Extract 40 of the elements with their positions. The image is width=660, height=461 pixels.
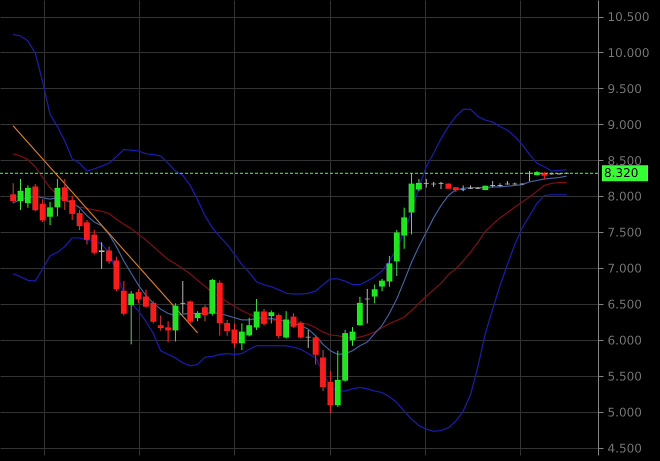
- line-series: [12, 34, 568, 295]
- candlestick: [54, 178, 60, 217]
- candlestick: [261, 308, 267, 326]
- candlestick: [128, 290, 134, 345]
- candlestick: [276, 312, 282, 340]
- line-series: [12, 176, 568, 355]
- y-tick-label: 10.500: [608, 10, 650, 24]
- candlestick: [187, 300, 194, 324]
- y-tick-label: 9.000: [608, 118, 642, 132]
- candlestick: [364, 288, 370, 324]
- y-tick-label: 7.500: [608, 226, 642, 240]
- y-tick-label: 6.500: [608, 298, 642, 312]
- y-tick-label: 5.500: [608, 369, 642, 384]
- candlestick: [238, 322, 245, 351]
- line-series: [12, 194, 568, 432]
- candlestick: [372, 284, 378, 304]
- candlestick: [180, 280, 186, 314]
- candlestick: [268, 310, 274, 324]
- candlestick: [305, 329, 312, 348]
- y-tick-label: 4.500: [608, 441, 642, 456]
- candlestick: [172, 302, 178, 342]
- candlestick: [194, 310, 200, 322]
- candlestick: [356, 296, 363, 326]
- candlestick: [283, 310, 289, 340]
- candlestick: [423, 178, 430, 188]
- y-tick-label: 5.000: [608, 405, 642, 420]
- y-tick-label: 6.000: [608, 333, 642, 348]
- candlestick: [202, 304, 208, 322]
- y-tick-label: 9.500: [608, 82, 642, 96]
- ref-line-label: 8.320: [604, 166, 638, 180]
- candlestick: [438, 181, 444, 190]
- candlestick: [312, 335, 318, 365]
- candlestick: [47, 201, 53, 226]
- y-tick-label: 8.500: [608, 154, 642, 168]
- y-tick-label: 10.000: [608, 46, 650, 60]
- candlestick: [120, 280, 127, 316]
- y-tick-label: 8.000: [608, 190, 642, 204]
- candlestick: [10, 182, 16, 204]
- candlestick: [98, 242, 105, 270]
- y-tick-label: 7.000: [608, 262, 642, 276]
